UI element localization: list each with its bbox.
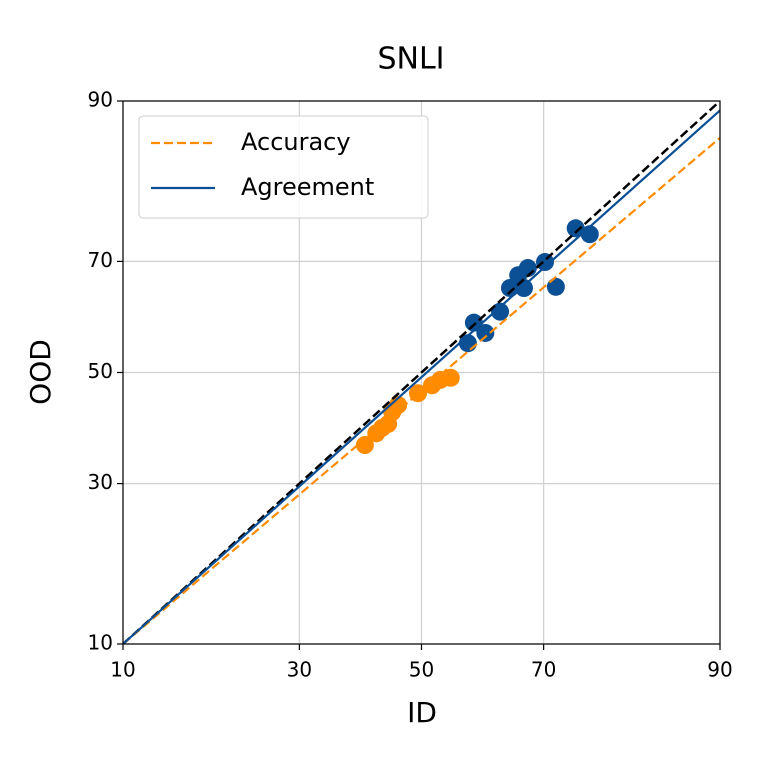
y-axis-label: OOD xyxy=(24,339,57,405)
point xyxy=(441,368,460,387)
point xyxy=(476,323,495,342)
legend-label: Accuracy xyxy=(241,128,351,156)
legend-box xyxy=(138,115,429,219)
diagonal xyxy=(123,101,720,644)
chart-title: SNLI xyxy=(377,42,444,77)
point xyxy=(491,302,510,321)
x-tick-label: 10 xyxy=(110,658,135,682)
y-tick-label: 90 xyxy=(88,88,113,112)
x-axis-label: ID xyxy=(407,696,437,729)
point xyxy=(566,219,585,238)
point xyxy=(546,277,565,296)
y-tick-label: 50 xyxy=(88,359,113,383)
y-tick-label: 30 xyxy=(88,470,113,494)
x-tick-label: 50 xyxy=(409,658,434,682)
x-tick-label: 70 xyxy=(531,658,556,682)
y-tick-label: 10 xyxy=(88,631,113,655)
fit-line xyxy=(123,109,720,644)
legend-label: Agreement xyxy=(241,173,374,201)
y-tick-label: 70 xyxy=(88,248,113,272)
point xyxy=(355,436,374,455)
x-tick-label: 30 xyxy=(287,658,312,682)
plot-frame xyxy=(122,100,721,645)
point xyxy=(500,279,519,298)
fit-line xyxy=(123,136,720,644)
point xyxy=(389,396,408,415)
point xyxy=(514,279,533,298)
x-tick-label: 90 xyxy=(707,658,732,682)
